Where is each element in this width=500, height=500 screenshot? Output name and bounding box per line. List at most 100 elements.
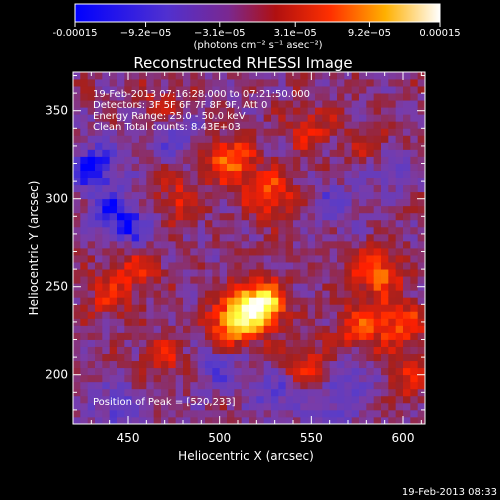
heatmap-cell [109, 283, 118, 291]
heatmap-cell [307, 304, 316, 312]
heatmap-cell [241, 177, 250, 186]
heatmap-cell [131, 135, 140, 143]
heatmap-cell [337, 339, 345, 347]
heatmap-cell [161, 304, 169, 312]
heatmap-cell [351, 212, 360, 221]
heatmap-cell [234, 107, 243, 115]
heatmap-cell [153, 283, 162, 291]
heatmap-cell [403, 416, 411, 425]
heatmap-cell [351, 135, 360, 143]
heatmap-cell [241, 198, 250, 207]
heatmap-cell [293, 311, 301, 319]
heatmap-cell [146, 283, 155, 291]
heatmap-cell [87, 226, 96, 235]
heatmap-cell [359, 290, 367, 298]
heatmap-cell [124, 311, 133, 319]
heatmap-cell [403, 177, 411, 186]
heatmap-cell [373, 276, 382, 284]
heatmap-cell [256, 409, 265, 418]
heatmap-cell [381, 128, 389, 136]
heatmap-cell [95, 205, 103, 214]
heatmap-cell [263, 191, 272, 200]
heatmap-cell [359, 233, 367, 242]
heatmap-cell [190, 402, 199, 411]
heatmap-cell [95, 121, 103, 129]
heatmap-cell [300, 212, 309, 221]
heatmap-cell [337, 318, 345, 326]
heatmap-cell [373, 248, 382, 256]
heatmap-cell [241, 233, 250, 242]
heatmap-cell [146, 128, 155, 136]
heatmap-cell [395, 156, 404, 164]
heatmap-cell [183, 93, 191, 101]
heatmap-cell [109, 388, 118, 397]
heatmap-cell [131, 297, 140, 305]
heatmap-cell [410, 212, 419, 221]
heatmap-cell [241, 121, 250, 129]
heatmap-cell [117, 72, 125, 80]
heatmap-cell [293, 255, 301, 263]
heatmap-cell [417, 149, 426, 157]
heatmap-cell [212, 367, 221, 376]
heatmap-cell [234, 156, 243, 164]
heatmap-cell [351, 121, 360, 129]
heatmap-cell [307, 114, 316, 122]
heatmap-cell [359, 156, 367, 164]
heatmap-cell [153, 416, 162, 425]
heatmap-cell [285, 156, 294, 164]
heatmap-cell [175, 416, 184, 425]
heatmap-cell [315, 100, 323, 108]
heatmap-cell [271, 233, 279, 242]
heatmap-cell [161, 114, 169, 122]
heatmap-cell [212, 255, 221, 263]
heatmap-cell [139, 381, 147, 390]
heatmap-cell [278, 416, 287, 425]
heatmap-cell [300, 219, 309, 228]
heatmap-cell [95, 198, 103, 207]
heatmap-cell [197, 255, 206, 263]
heatmap-cell [278, 297, 287, 305]
heatmap-cell [73, 233, 81, 242]
heatmap-cell [263, 297, 272, 305]
heatmap-cell [146, 360, 155, 369]
heatmap-cell [293, 233, 301, 242]
heatmap-cell [285, 325, 294, 333]
heatmap-cell [403, 318, 411, 326]
heatmap-cell [219, 177, 228, 186]
heatmap-cell [139, 248, 147, 256]
heatmap-cell [197, 156, 206, 164]
heatmap-cell [175, 402, 184, 411]
heatmap-cell [241, 135, 250, 143]
heatmap-cell [337, 72, 345, 80]
heatmap-cell [359, 226, 367, 235]
heatmap-cell [168, 177, 177, 186]
heatmap-cell [161, 395, 169, 404]
heatmap-cell [227, 388, 235, 397]
heatmap-cell [395, 353, 404, 362]
heatmap-cell [241, 402, 250, 411]
heatmap-cell [256, 191, 265, 200]
heatmap-cell [300, 388, 309, 397]
heatmap-cell [322, 416, 331, 425]
heatmap-cell [117, 360, 125, 369]
heatmap-cell [293, 290, 301, 298]
heatmap-cell [87, 93, 96, 101]
heatmap-cell [329, 262, 338, 270]
heatmap-cell [205, 388, 213, 397]
heatmap-cell [87, 142, 96, 150]
heatmap-cell [153, 184, 162, 193]
heatmap-cell [205, 128, 213, 136]
heatmap-cell [175, 205, 184, 214]
heatmap-cell [249, 346, 257, 354]
heatmap-cell [359, 416, 367, 425]
heatmap-cell [139, 318, 147, 326]
heatmap-cell [322, 198, 331, 207]
heatmap-cell [410, 135, 419, 143]
heatmap-cell [102, 311, 111, 319]
heatmap-cell [175, 269, 184, 277]
heatmap-cell [109, 262, 118, 270]
heatmap-cell [153, 121, 162, 129]
heatmap-cell [73, 205, 81, 214]
heatmap-cell [168, 128, 177, 136]
heatmap-cell [197, 100, 206, 108]
